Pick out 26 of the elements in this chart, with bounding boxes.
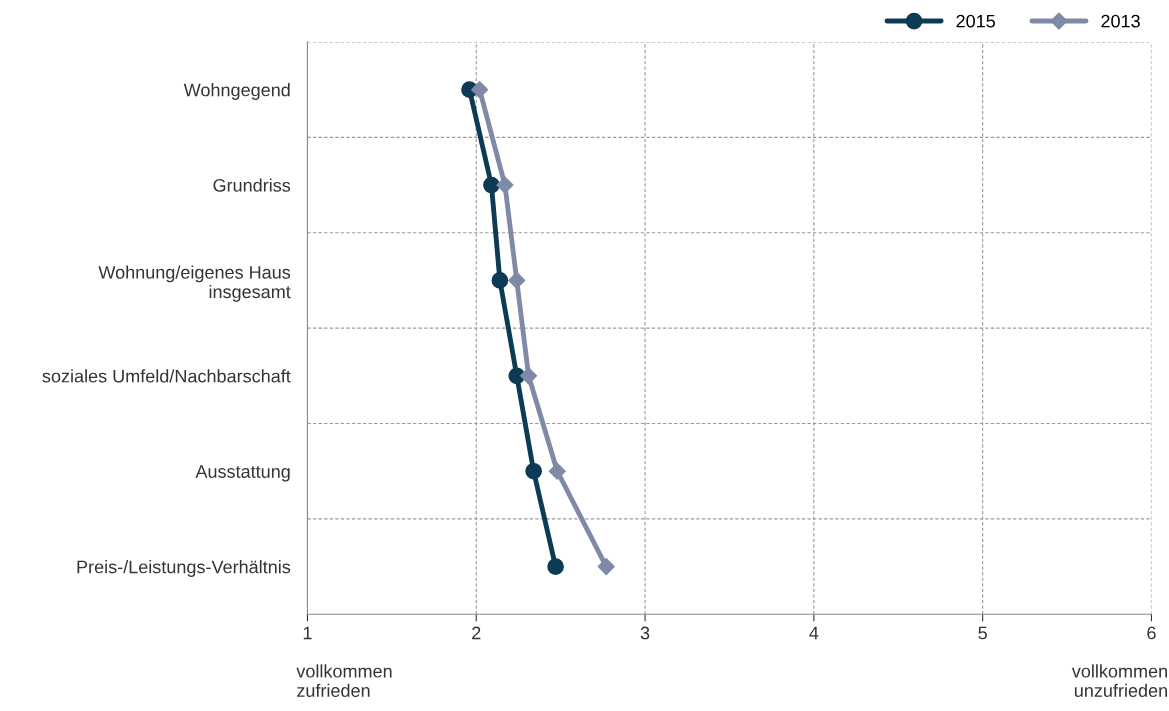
x-tick-label: 6 — [1147, 626, 1156, 640]
point — [508, 271, 526, 289]
text: vollkommen unzufrieden — [1071, 664, 1167, 698]
y-tick-label: soziales Umfeld/Nachbarschaft — [42, 369, 291, 383]
x-tick-label: 2 — [472, 626, 481, 640]
point — [520, 367, 538, 385]
point — [471, 81, 489, 99]
x-tick-label: 5 — [978, 626, 987, 640]
legend-label: 2015 — [956, 14, 995, 28]
text: vollkommen zufrieden — [296, 664, 392, 698]
y-tick-label: Ausstattung — [195, 465, 290, 482]
point — [483, 176, 500, 194]
point — [547, 558, 564, 575]
y-tick-label: Grundriss — [213, 178, 291, 192]
point — [597, 558, 615, 576]
point — [496, 176, 514, 194]
point — [525, 462, 542, 480]
y-tick-label: Preis-/Leistungs-Verhältnis — [77, 560, 291, 577]
x-tick-label: 1 — [303, 626, 312, 640]
y-tick-label: Wohngegend — [183, 83, 290, 100]
x-tick-label: 3 — [640, 626, 650, 640]
point — [548, 462, 566, 480]
x-tick-label: 4 — [809, 626, 819, 640]
point — [491, 272, 509, 289]
legend-label: 2013 — [1101, 14, 1140, 28]
y-tick-label: Wohnung/eigenes Haus insgesamt — [98, 265, 291, 302]
